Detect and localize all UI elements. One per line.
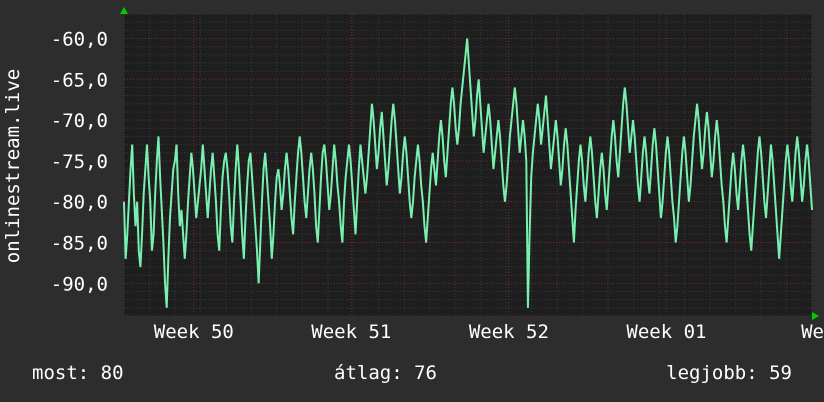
y-axis-label: onlinestream.live — [2, 69, 24, 263]
x-tick-label: Week 51 — [311, 321, 391, 343]
y-tick-label: -80,0 — [51, 192, 108, 214]
y-axis-ticks: -60,0 -65,0 -70,0 -75,0 -80,0 -85,0 -90,0 — [51, 28, 108, 295]
y-tick-label: -65,0 — [51, 69, 108, 91]
y-tick-label: -90,0 — [51, 273, 108, 295]
current-value: most: 80 — [32, 362, 124, 384]
x-axis-ticks: Week 50 Week 51 Week 52 Week 01 Week — [154, 321, 824, 343]
x-tick-label: Week 01 — [626, 321, 706, 343]
summary-stats: most: 80 átlag: 76 legjobb: 59 — [0, 362, 824, 390]
x-tick-label: Week — [801, 321, 824, 343]
y-tick-label: -60,0 — [51, 28, 108, 50]
x-tick-label: Week 52 — [469, 321, 549, 343]
best-value: legjobb: 59 — [666, 362, 792, 384]
axes — [120, 7, 819, 320]
y-tick-label: -70,0 — [51, 110, 108, 132]
x-tick-label: Week 50 — [154, 321, 234, 343]
x-axis-arrow — [812, 312, 819, 320]
average-value: átlag: 76 — [334, 362, 437, 384]
y-tick-label: -75,0 — [51, 151, 108, 173]
major-gridlines — [124, 14, 812, 316]
y-axis-arrow — [120, 7, 128, 14]
series-line — [123, 38, 813, 308]
y-tick-label: -85,0 — [51, 233, 108, 255]
